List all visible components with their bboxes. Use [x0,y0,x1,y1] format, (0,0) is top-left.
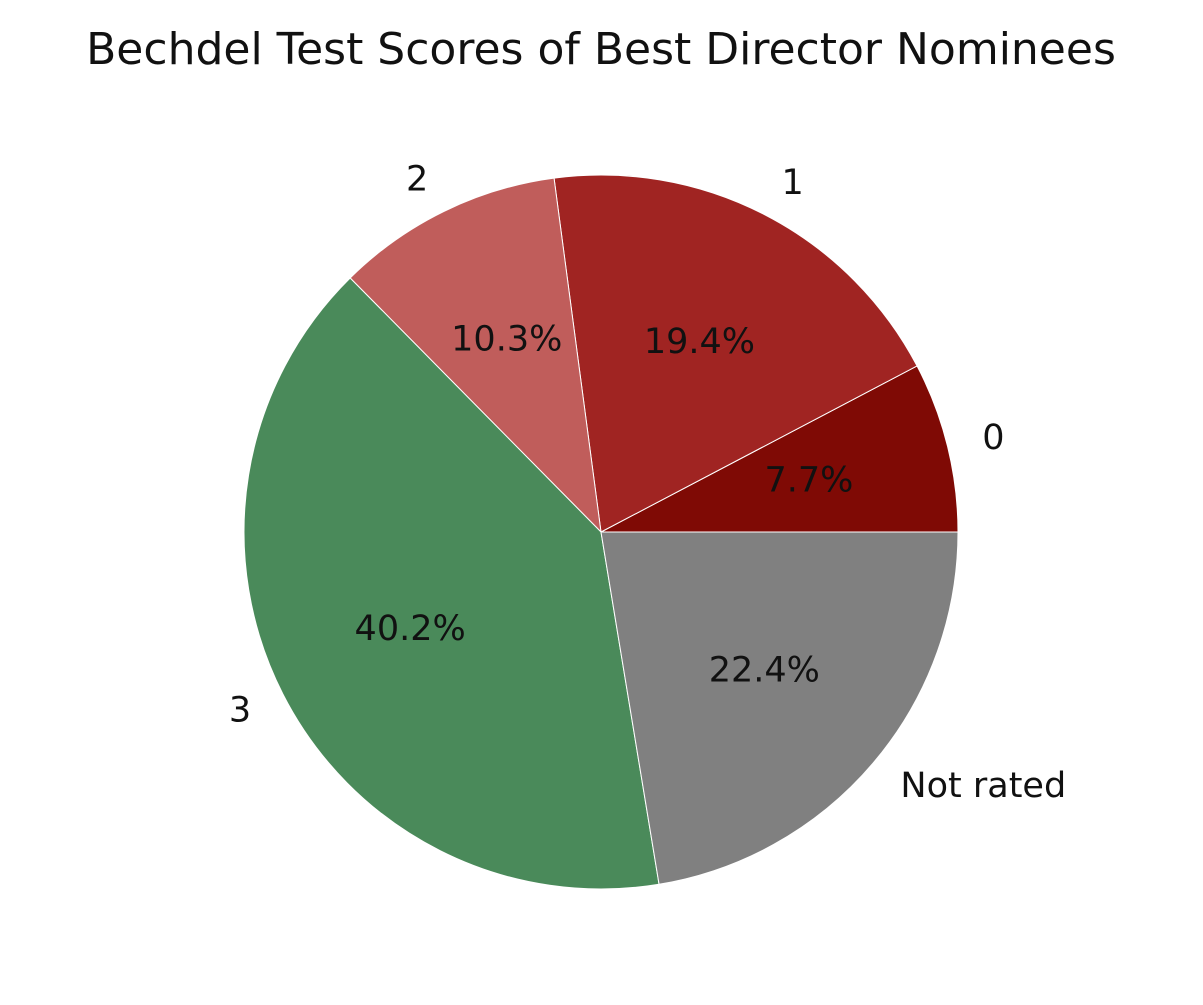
pie-slice-not-rated [600,531,959,885]
pie-slice-2-percent-label: 10.3% [451,320,562,360]
pie-slice-not-rated-label: Not rated [900,766,1066,806]
pie-slices [243,174,959,890]
pie-slice-0-label: 0 [982,418,1004,458]
pie-slice-1 [553,174,918,533]
pie-slice-3 [243,277,660,890]
pie-slice-0 [600,365,959,533]
pie-slice-not-rated-percent-label: 22.4% [709,651,820,691]
pie-slice-2 [349,177,602,534]
pie-slice-0-percent-label: 7.7% [765,461,854,501]
pie-labels: 7.7% 0 19.4% 1 10.3% 2 40.2% 3 22.4% Not rated [229,159,1066,806]
pie-slice-2-label: 2 [406,159,428,199]
pie-slice-3-percent-label: 40.2% [355,609,466,649]
pie-slice-1-label: 1 [781,163,803,203]
pie-slice-1-percent-label: 19.4% [644,322,755,362]
chart-title: Bechdel Test Scores of Best Director Nom… [86,24,1116,75]
pie-slice-3-label: 3 [229,690,251,730]
